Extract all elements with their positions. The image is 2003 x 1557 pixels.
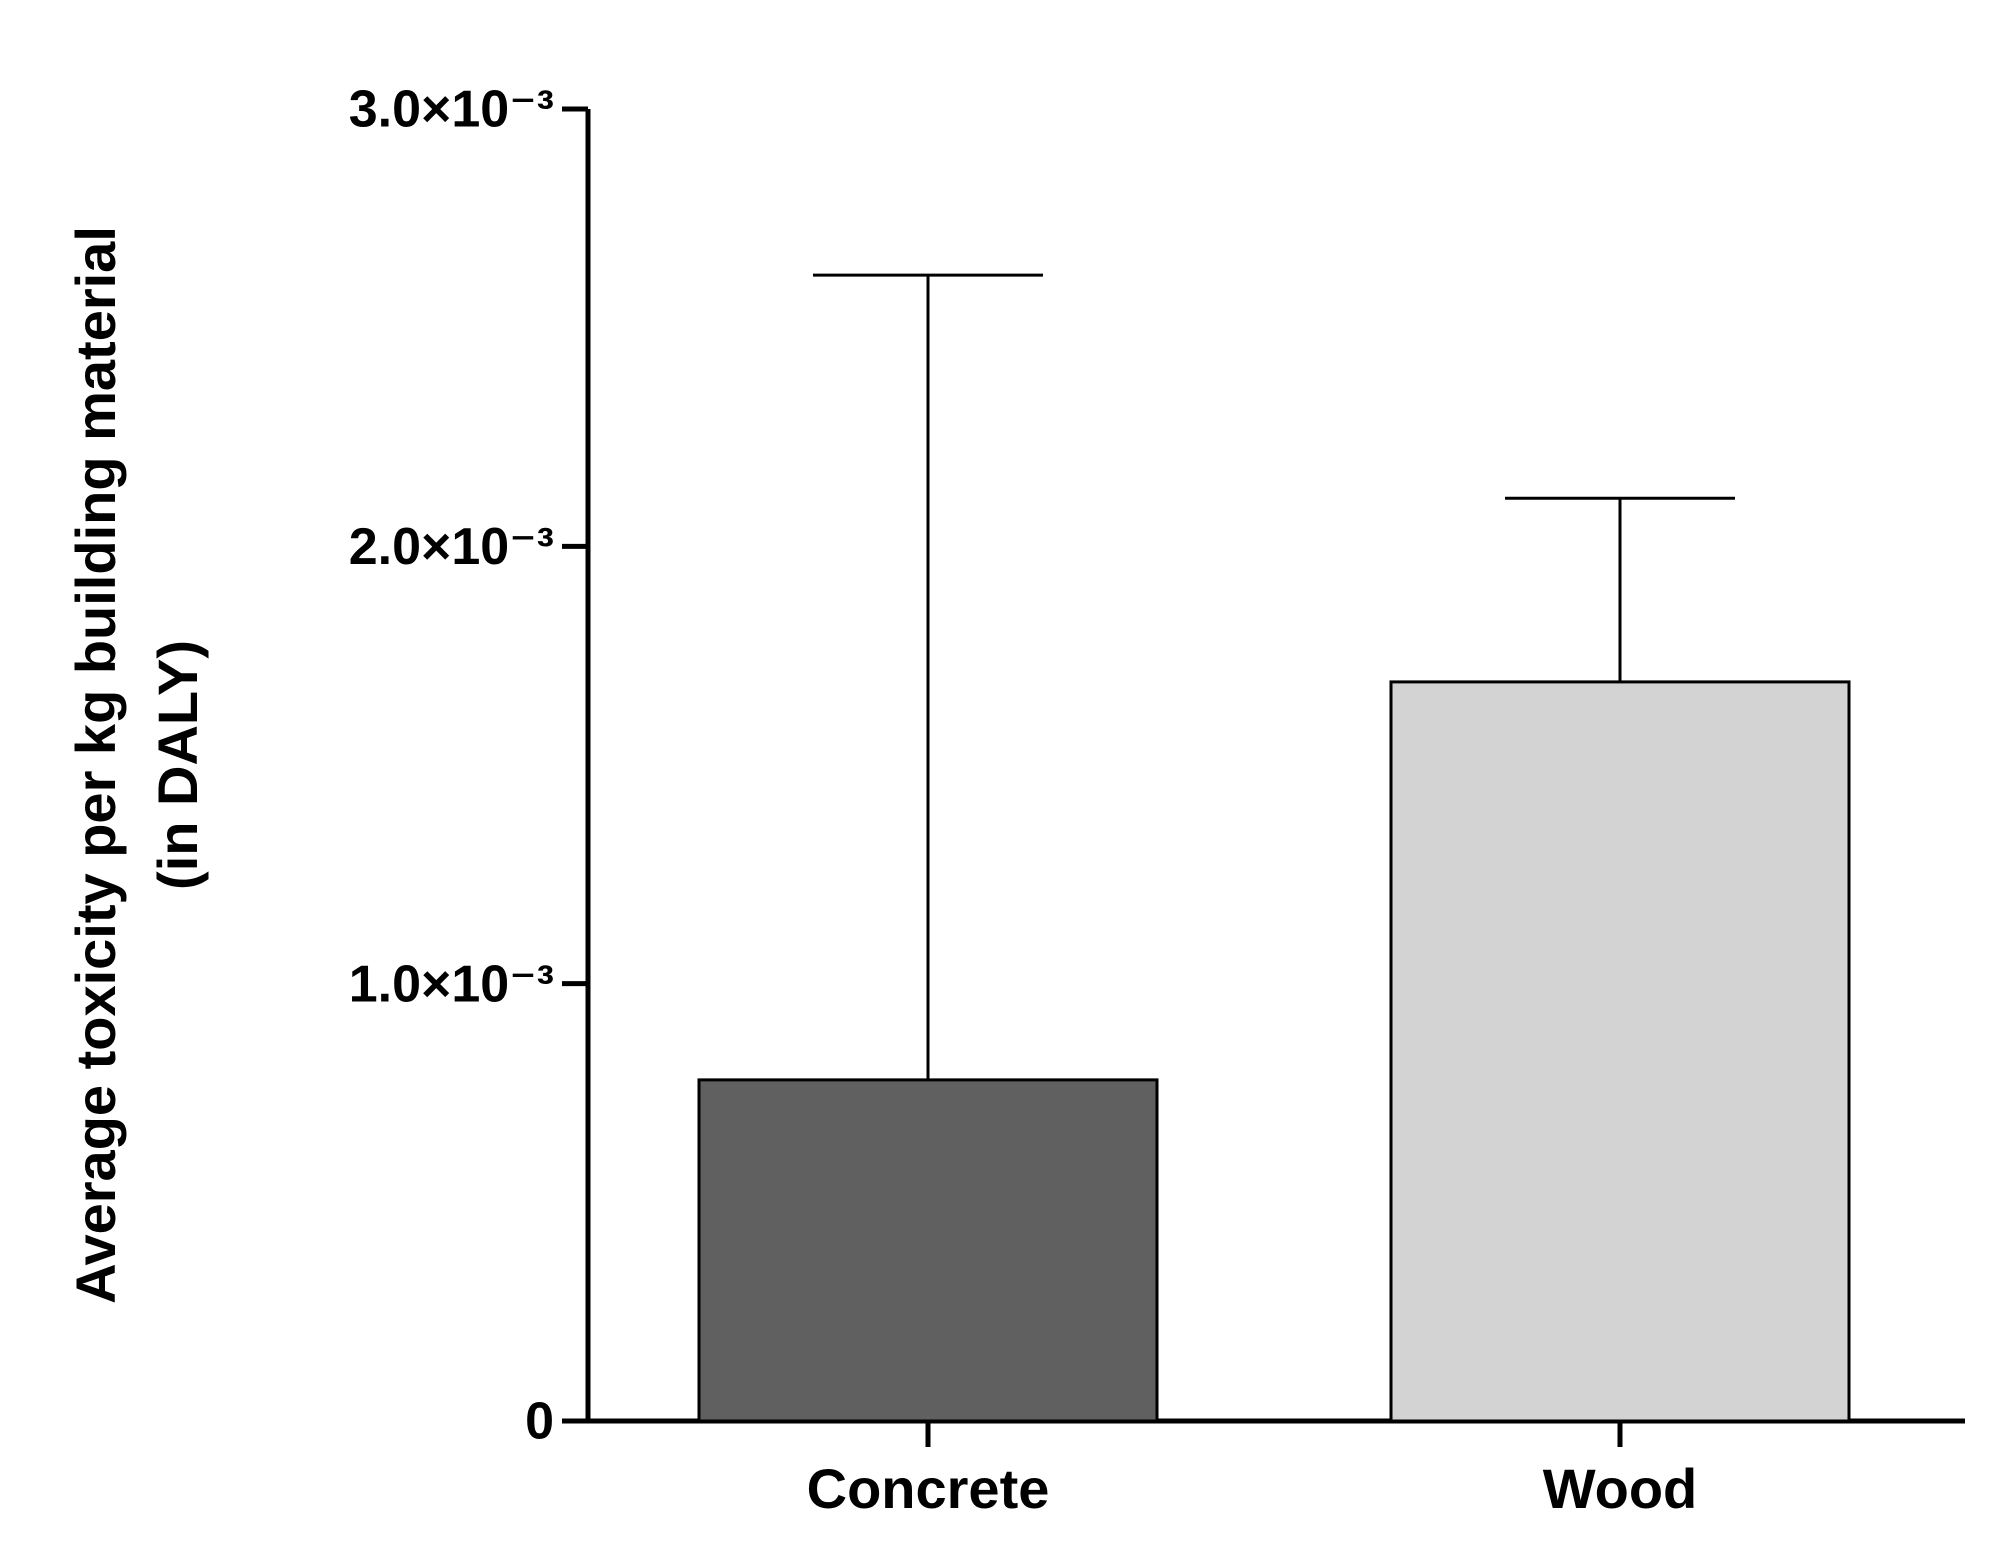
y-tick-label: 3.0×10⁻³	[349, 81, 554, 139]
y-axis-title: Average toxicity per kg building materia…	[64, 226, 209, 1304]
y-tick-label: 1.0×10⁻³	[349, 955, 554, 1013]
y-axis-title-line: (in DALY)	[146, 640, 209, 890]
bar	[697, 1078, 1159, 1423]
y-axis-title-line: Average toxicity per kg building materia…	[64, 226, 127, 1304]
bar	[1389, 680, 1851, 1423]
error-bar	[813, 273, 1043, 1080]
error-bar	[1505, 496, 1735, 682]
x-tick-label: Wood	[1543, 1457, 1697, 1520]
y-tick-label: 0	[525, 1393, 554, 1451]
y-tick-label: 2.0×10⁻³	[349, 518, 554, 576]
x-tick-label: Concrete	[807, 1457, 1050, 1520]
